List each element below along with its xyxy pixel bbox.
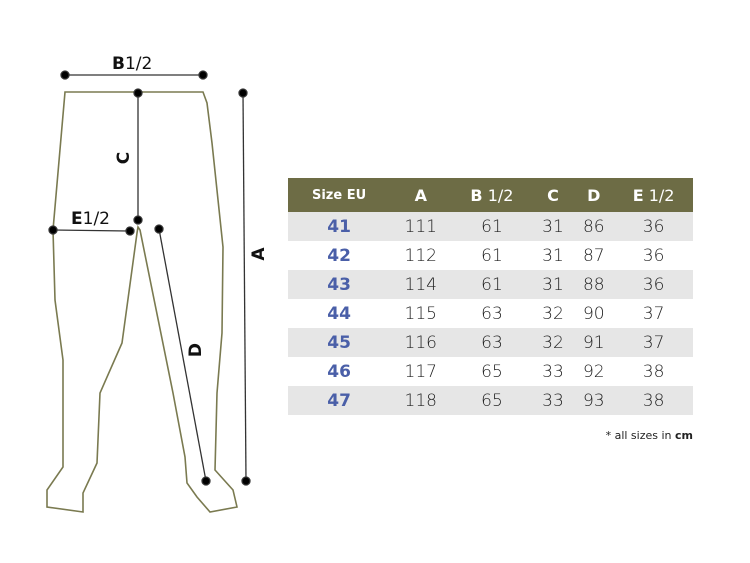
measure-cell: 36	[614, 212, 693, 241]
measure-cell: 32	[542, 303, 564, 324]
size-cell: 46	[327, 361, 351, 382]
size-table: Size EU A B 1/2 C D E 1/2 41 111 61 31 86 36 42 112 6…	[288, 178, 693, 415]
measure-cell: 37	[614, 328, 693, 357]
size-cell: 44	[327, 303, 351, 324]
table-row: 43 114 61 31 88 36	[288, 270, 693, 299]
measure-cell: 65	[451, 386, 533, 415]
measure-cell: 87	[582, 245, 605, 266]
table-row: 47 118 65 33 93 38	[288, 386, 693, 415]
size-cell: 41	[288, 212, 391, 241]
measure-cell: 33	[542, 361, 564, 382]
measure-cell: 38	[642, 361, 665, 382]
table-row: 44 115 63 32 90 37	[288, 299, 693, 328]
measure-cell: 61	[451, 270, 533, 299]
measure-cell: 88	[573, 270, 615, 299]
measure-cell: 38	[614, 386, 693, 415]
measure-cell: 93	[573, 386, 615, 415]
measure-cell: 31	[532, 212, 574, 241]
measure-cell: 37	[642, 303, 665, 324]
measure-cell: 116	[390, 328, 452, 357]
table-row: 46 117 65 33 92 38	[288, 357, 693, 386]
units-note: * all sizes in cm	[605, 429, 693, 442]
measure-cell: 91	[573, 328, 615, 357]
column-header: E 1/2	[614, 178, 693, 212]
unit: cm	[675, 429, 693, 442]
table-row: 45 116 63 32 91 37	[288, 328, 693, 357]
column-header: C	[532, 178, 574, 212]
measure-cell: 115	[404, 303, 437, 324]
size-cell: 42	[327, 245, 351, 266]
e-frac: 1/2	[83, 209, 110, 229]
measure-cell: 114	[390, 270, 452, 299]
a-measure-line	[242, 92, 247, 482]
measure-cell: 33	[532, 386, 574, 415]
measure-cell: 65	[481, 361, 503, 382]
c-label: C	[114, 152, 134, 164]
column-header: Size EU	[288, 178, 391, 212]
b-label: B	[112, 54, 125, 74]
svg-text:E1/2: E1/2	[71, 209, 110, 229]
measure-cell: 118	[390, 386, 452, 415]
table-row: 41 111 61 31 86 36	[288, 212, 693, 241]
size-cell: 45	[288, 328, 391, 357]
size-cell: 47	[288, 386, 391, 415]
measure-cell: 117	[404, 361, 437, 382]
measure-cell: 36	[642, 245, 665, 266]
measure-cell: 31	[532, 270, 574, 299]
column-header: D	[573, 178, 615, 212]
b-frac: 1/2	[125, 54, 152, 74]
d-measure-line	[158, 228, 207, 482]
measure-cell: 92	[582, 361, 605, 382]
measure-cell: 86	[573, 212, 615, 241]
size-cell: 43	[288, 270, 391, 299]
measure-cell: 36	[614, 270, 693, 299]
measure-cell: 61	[451, 212, 533, 241]
table-header: Size EU A B 1/2 C D E 1/2	[288, 178, 693, 212]
d-label: D	[186, 343, 206, 357]
measure-cell: 90	[582, 303, 605, 324]
column-header: B 1/2	[451, 178, 533, 212]
measure-cell: 32	[532, 328, 574, 357]
column-header: A	[390, 178, 452, 212]
e-measure-line	[52, 229, 131, 232]
e-label: E	[71, 209, 83, 229]
measure-cell: 63	[451, 328, 533, 357]
measure-cell: 111	[390, 212, 452, 241]
measure-cell: 31	[542, 245, 564, 266]
pants-diagram: B1/2 E1/2 C D A	[46, 54, 269, 513]
a-label: A	[249, 247, 269, 261]
svg-text:B1/2: B1/2	[112, 54, 152, 74]
pants-outline	[46, 91, 238, 513]
measure-cell: 112	[404, 245, 437, 266]
measure-cell: 63	[481, 303, 503, 324]
measure-cell: 61	[481, 245, 503, 266]
table-row: 42 112 61 31 87 36	[288, 241, 693, 270]
